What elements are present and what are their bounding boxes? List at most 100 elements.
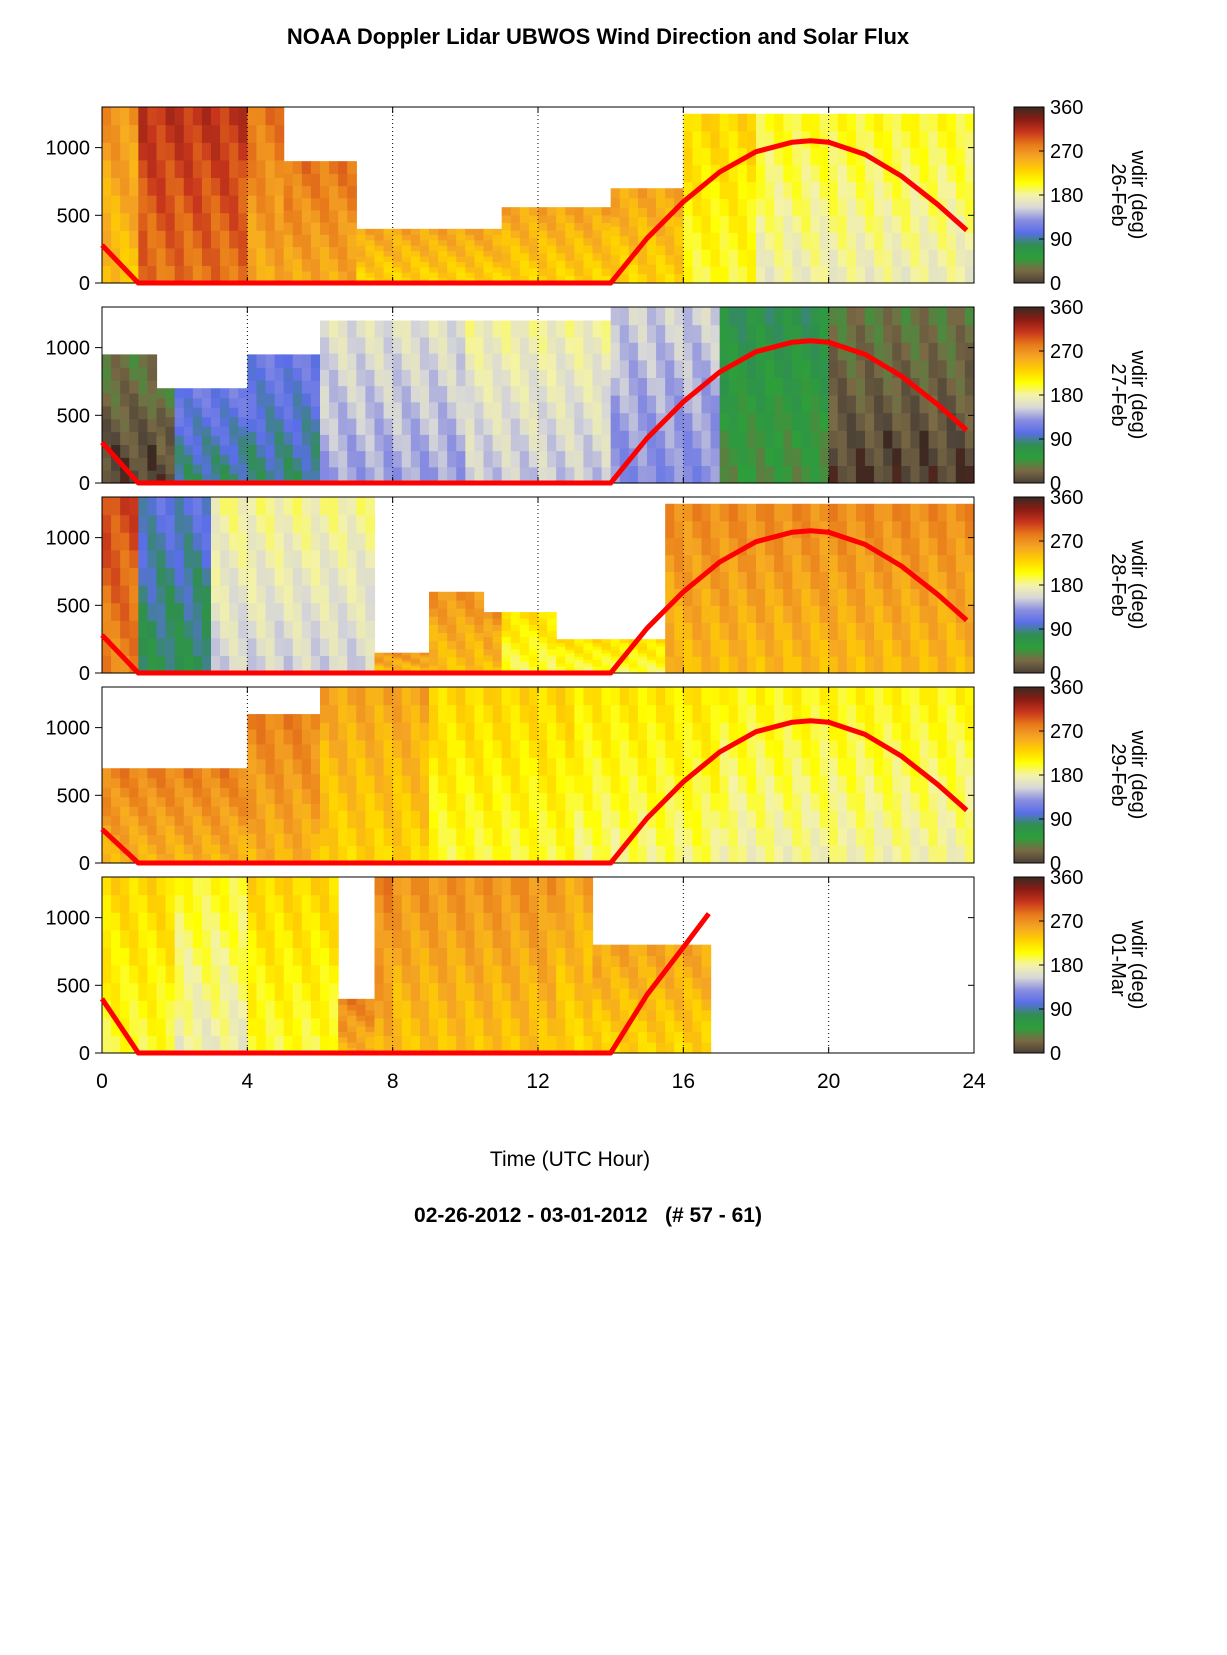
wdir-cell — [310, 418, 321, 433]
wdir-cell — [465, 401, 476, 419]
wdir-cell — [211, 124, 221, 143]
wdir-cell — [901, 775, 912, 794]
wdir-cell — [374, 245, 385, 252]
wdir-cell — [438, 632, 448, 642]
wdir-cell — [528, 401, 539, 419]
wdir-cell — [447, 320, 457, 338]
wdir-cell — [447, 894, 457, 913]
wdir-cell — [438, 336, 448, 354]
wdir-cell — [756, 113, 766, 132]
wdir-cell — [229, 159, 239, 178]
wdir-cell — [419, 845, 430, 864]
wdir-cell — [419, 1000, 430, 1019]
wdir-cell — [274, 982, 285, 1001]
wdir-cell — [220, 388, 230, 399]
wdir-cell — [955, 639, 966, 657]
wdir-cell — [274, 1017, 285, 1036]
wdir-cell — [737, 810, 748, 829]
wdir-cell — [710, 503, 721, 522]
wdir-cell — [592, 642, 603, 647]
wdir-cell — [528, 642, 539, 650]
wdir-cell — [792, 810, 803, 829]
wdir-cell — [756, 520, 766, 539]
wdir-cell — [565, 687, 575, 706]
wdir-cell — [401, 418, 412, 435]
wdir-cell — [928, 605, 939, 623]
wdir-cell — [637, 757, 648, 776]
wdir-cell — [301, 470, 312, 484]
wdir-cell — [892, 147, 902, 166]
wdir-cell — [819, 704, 830, 723]
wdir-cell — [746, 465, 757, 484]
wdir-cell — [201, 637, 212, 656]
wdir-cell — [401, 245, 412, 252]
wdir-cell — [256, 247, 267, 266]
wdir-cell — [201, 787, 212, 798]
wdir-cell — [138, 177, 149, 196]
wdir-cell — [528, 912, 539, 931]
wdir-cell — [665, 944, 675, 957]
wdir-cell — [583, 245, 594, 254]
wdir-cell — [846, 810, 857, 829]
wdir-cell — [192, 195, 203, 214]
wdir-cell — [265, 457, 276, 471]
wdir-cell — [637, 207, 648, 218]
wdir-cell — [483, 965, 494, 984]
wdir-cell — [801, 266, 812, 284]
wdir-cell — [483, 636, 494, 644]
wdir-cell — [429, 1000, 439, 1019]
wdir-cell — [347, 1015, 357, 1022]
wdir-cell — [247, 818, 258, 834]
wdir-cell — [165, 825, 176, 836]
wdir-cell — [165, 877, 176, 896]
wdir-cell — [365, 450, 376, 468]
chart-title: NOAA Doppler Lidar UBWOS Wind Direction … — [287, 24, 910, 49]
wdir-cell — [565, 965, 575, 984]
wdir-cell — [855, 147, 866, 166]
colorbar-tick-label: 270 — [1050, 141, 1083, 163]
wdir-cell — [456, 827, 466, 846]
wdir-cell — [519, 630, 530, 638]
wdir-cell — [955, 622, 966, 640]
wdir-cell — [538, 275, 548, 284]
wdir-cell — [301, 514, 312, 533]
wdir-cell — [737, 377, 748, 396]
wdir-cell — [656, 998, 666, 1011]
wdir-cell — [656, 739, 666, 758]
wdir-cell — [592, 845, 603, 864]
wdir-cell — [674, 1042, 684, 1054]
wdir-cell — [874, 377, 884, 396]
wdir-cell — [883, 792, 893, 811]
wdir-cell — [519, 827, 530, 846]
wdir-cell — [692, 639, 703, 657]
wdir-cell — [592, 827, 603, 846]
wdir-cell — [192, 435, 203, 446]
wdir-cell — [447, 616, 457, 625]
wdir-cell — [138, 853, 149, 864]
wdir-cell — [637, 342, 648, 361]
wdir-cell — [329, 739, 339, 758]
wdir-cell — [828, 164, 839, 183]
wdir-cell — [583, 757, 594, 776]
wdir-cell — [447, 947, 457, 966]
wdir-cell — [247, 354, 258, 368]
wdir-cell — [510, 401, 521, 419]
wdir-cell — [610, 977, 621, 989]
wdir-cell — [256, 965, 267, 984]
wdir-cell — [792, 232, 803, 250]
wdir-cell — [183, 435, 194, 446]
wdir-cell — [538, 222, 548, 231]
wdir-cell — [919, 215, 930, 233]
wdir-cell — [964, 537, 975, 556]
wdir-cell — [474, 982, 485, 1001]
wdir-cell — [165, 265, 176, 284]
wdir-cell — [765, 359, 775, 378]
wdir-cell — [492, 255, 503, 262]
wdir-cell — [910, 412, 921, 431]
wdir-cell — [174, 426, 185, 437]
wdir-cell — [120, 142, 130, 161]
wdir-cell — [238, 853, 248, 864]
wdir-cell — [474, 369, 485, 387]
wdir-cell — [955, 503, 966, 522]
